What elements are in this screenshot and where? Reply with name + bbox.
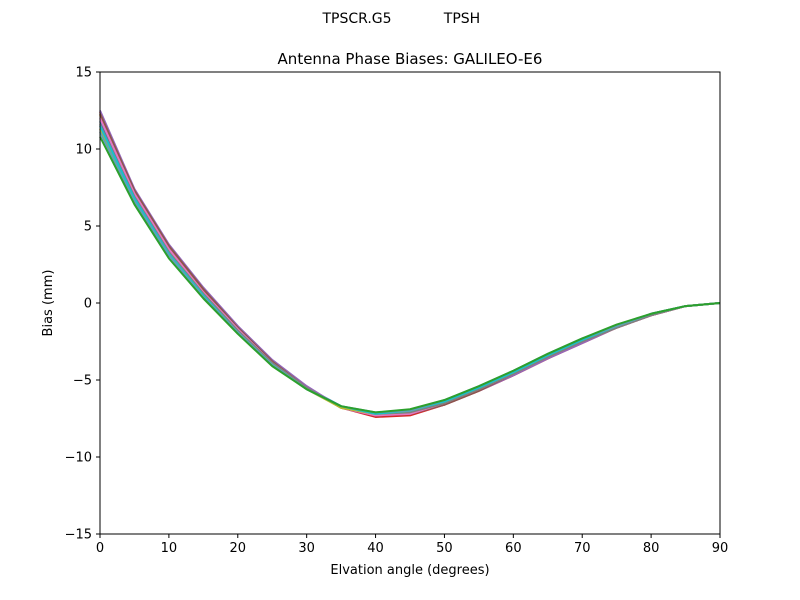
series-line-7 bbox=[99, 123, 721, 415]
x-tick-label: 10 bbox=[161, 541, 178, 556]
series-line-8 bbox=[99, 128, 721, 415]
series-line-6 bbox=[99, 117, 721, 417]
suptitle-right: TPSH bbox=[443, 11, 480, 27]
chart-title: Antenna Phase Biases: GALILEO-E6 bbox=[278, 50, 543, 68]
y-tick-label: −5 bbox=[73, 374, 92, 389]
x-tick-label: 30 bbox=[298, 541, 315, 556]
series-layer bbox=[99, 110, 721, 418]
x-tick-label: 50 bbox=[436, 541, 453, 556]
y-axis: −15 −10 −5 0 5 10 15 bbox=[65, 66, 100, 543]
y-axis-label: Bias (mm) bbox=[41, 270, 56, 337]
x-tick-label: 40 bbox=[367, 541, 384, 556]
series-line-10 bbox=[99, 131, 721, 414]
series-line-11 bbox=[99, 136, 721, 414]
series-line-9 bbox=[99, 125, 721, 415]
series-line-3 bbox=[99, 111, 721, 418]
x-tick-label: 20 bbox=[230, 541, 247, 556]
x-tick-label: 0 bbox=[96, 541, 104, 556]
series-line-5 bbox=[99, 113, 721, 417]
suptitle-left: TPSCR.G5 bbox=[321, 11, 391, 27]
x-axis: 0 10 20 30 40 50 60 70 80 90 bbox=[96, 534, 728, 556]
y-tick-label: 5 bbox=[84, 220, 92, 235]
plot-frame bbox=[99, 71, 721, 535]
x-axis-label: Elvation angle (degrees) bbox=[330, 563, 489, 578]
y-tick-label: 0 bbox=[84, 297, 92, 312]
x-tick-label: 80 bbox=[643, 541, 660, 556]
series-line-2 bbox=[99, 114, 721, 417]
series-line-4 bbox=[99, 110, 721, 417]
y-tick-label: 10 bbox=[75, 143, 92, 158]
x-tick-label: 60 bbox=[505, 541, 522, 556]
y-tick-label: −15 bbox=[65, 528, 92, 543]
y-tick-label: 15 bbox=[75, 66, 92, 81]
x-tick-label: 70 bbox=[574, 541, 591, 556]
x-tick-label: 90 bbox=[712, 541, 729, 556]
y-tick-label: −10 bbox=[65, 451, 92, 466]
series-line-1 bbox=[99, 120, 721, 415]
